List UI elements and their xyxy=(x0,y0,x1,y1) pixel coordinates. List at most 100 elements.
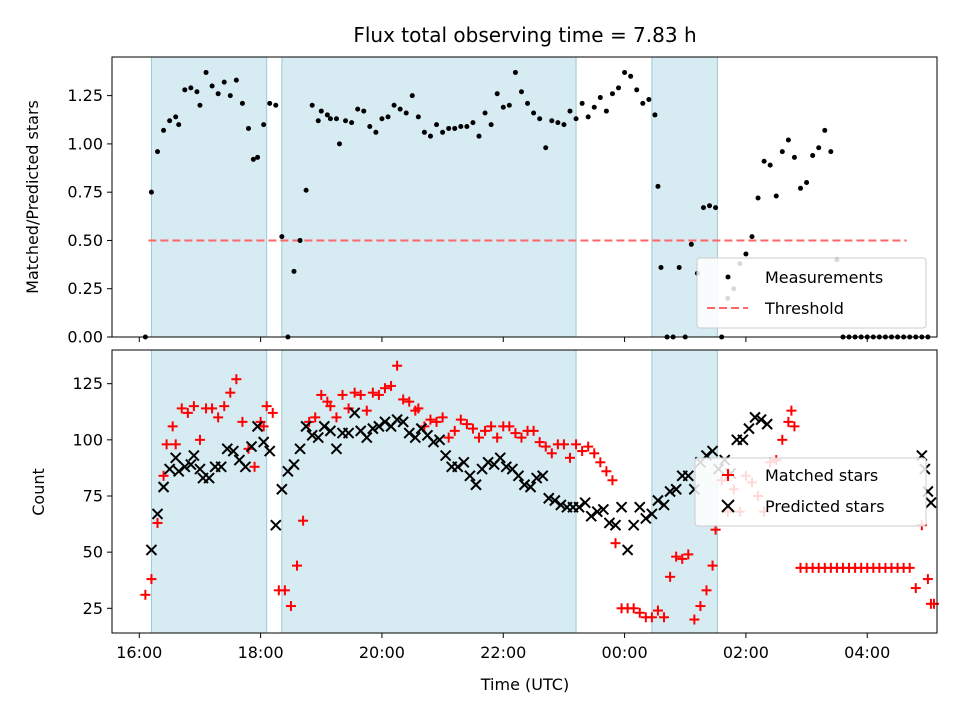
matched-star-point xyxy=(701,585,712,596)
predicted-star-point xyxy=(330,443,343,455)
measurement-point xyxy=(549,118,555,124)
measurement-point xyxy=(176,122,182,128)
measurement-point xyxy=(573,116,579,122)
matched-star-point xyxy=(413,403,424,414)
matched-star-point xyxy=(671,551,682,562)
measurement-point xyxy=(628,73,634,79)
predicted-star-point xyxy=(409,431,422,444)
predicted-star-point xyxy=(549,494,561,507)
predicted-star-point xyxy=(264,445,276,457)
measurement-point xyxy=(250,156,256,162)
measurement-point xyxy=(194,89,200,95)
legend-measurements-marker xyxy=(725,274,731,280)
measurement-point xyxy=(452,125,458,131)
observing-interval-band xyxy=(281,56,577,338)
predicted-star-point xyxy=(530,472,543,484)
matched-star-point xyxy=(516,432,527,443)
measurement-point xyxy=(209,83,215,89)
predicted-star-point xyxy=(640,512,652,525)
predicted-star-point xyxy=(500,461,513,473)
y-tick-label: 1.25 xyxy=(67,86,103,105)
observing-interval-band xyxy=(281,349,577,634)
matched-star-point xyxy=(404,396,415,407)
matched-star-point xyxy=(170,439,181,450)
matched-star-point xyxy=(601,466,612,477)
predicted-star-point xyxy=(664,485,676,498)
matched-star-point xyxy=(540,441,551,452)
predicted-star-point xyxy=(494,452,506,464)
matched-star-point xyxy=(267,407,278,418)
measurement-point xyxy=(555,120,561,126)
measurement-point xyxy=(173,114,179,120)
measurement-point xyxy=(221,79,227,85)
measurement-point xyxy=(755,195,761,201)
measurement-point xyxy=(713,205,719,211)
matched-star-point xyxy=(146,574,157,585)
measurement-point xyxy=(267,100,273,106)
matched-star-point xyxy=(237,416,248,427)
measurement-point xyxy=(634,87,640,93)
matched-star-point xyxy=(386,380,397,391)
measurement-point xyxy=(203,69,209,75)
matched-star-point xyxy=(207,403,218,414)
predicted-star-point xyxy=(306,429,318,442)
matched-star-point xyxy=(167,421,178,432)
matched-star-point xyxy=(298,515,309,526)
matched-star-point xyxy=(285,601,296,612)
y-tick-label: 125 xyxy=(72,374,103,393)
matched-star-point xyxy=(677,553,688,564)
matched-star-point xyxy=(564,452,575,463)
ratio-panel: 0.00 0.25 0.50 0.75 1.00 1.25 Matched/Predict… xyxy=(23,56,938,347)
measurement-point xyxy=(822,127,828,133)
measurement-point xyxy=(446,125,452,131)
predicted-star-point xyxy=(646,508,658,520)
matched-star-point xyxy=(652,605,663,616)
measurement-point xyxy=(391,102,397,108)
matched-star-point xyxy=(258,421,269,432)
matched-star-point xyxy=(279,585,290,596)
predicted-star-point xyxy=(145,544,158,556)
x-tick-label: 18:00 xyxy=(238,643,284,662)
ratio-y-axis-label: Matched/Predicted stars xyxy=(23,100,42,294)
count-panel-frame xyxy=(111,349,938,634)
predicted-star-point xyxy=(151,508,164,520)
measurement-point xyxy=(525,100,531,106)
predicted-star-point xyxy=(682,470,694,482)
measurement-point xyxy=(579,100,585,106)
predicted-star-point xyxy=(433,434,446,446)
predicted-star-point xyxy=(603,517,616,529)
measurement-point xyxy=(676,264,682,270)
measurement-point xyxy=(506,102,512,108)
measurement-point xyxy=(245,125,251,131)
measurement-point xyxy=(355,106,361,112)
predicted-star-point xyxy=(179,461,191,473)
predicted-star-point xyxy=(439,449,452,462)
measurement-point xyxy=(537,116,543,122)
predicted-star-point xyxy=(925,497,937,509)
matched-star-point xyxy=(607,475,618,486)
matched-star-point xyxy=(331,412,342,423)
predicted-star-point xyxy=(755,413,767,426)
predicted-star-point xyxy=(749,411,761,424)
matched-star-point xyxy=(219,401,230,412)
y-tick-label: 25 xyxy=(83,599,103,618)
matched-star-point xyxy=(231,374,242,385)
x-tick-label: 00:00 xyxy=(602,643,648,662)
predicted-star-point xyxy=(342,427,355,439)
measurement-point xyxy=(279,234,285,240)
measurement-point xyxy=(415,114,421,120)
matched-star-point xyxy=(161,439,172,450)
predicted-star-point xyxy=(324,425,337,437)
ratio-legend: Measurements Threshold xyxy=(696,257,927,329)
measurement-point xyxy=(148,189,154,195)
predicted-star-point xyxy=(543,492,555,504)
measurement-point xyxy=(315,118,321,124)
matched-star-point xyxy=(425,414,436,425)
predicted-star-point xyxy=(312,431,324,444)
predicted-star-point xyxy=(652,494,664,507)
y-tick-label: 0.25 xyxy=(67,279,103,298)
measurement-point xyxy=(440,129,446,135)
measurement-point xyxy=(609,91,615,97)
predicted-star-point xyxy=(512,470,525,482)
legend-threshold-label: Threshold xyxy=(764,299,844,318)
